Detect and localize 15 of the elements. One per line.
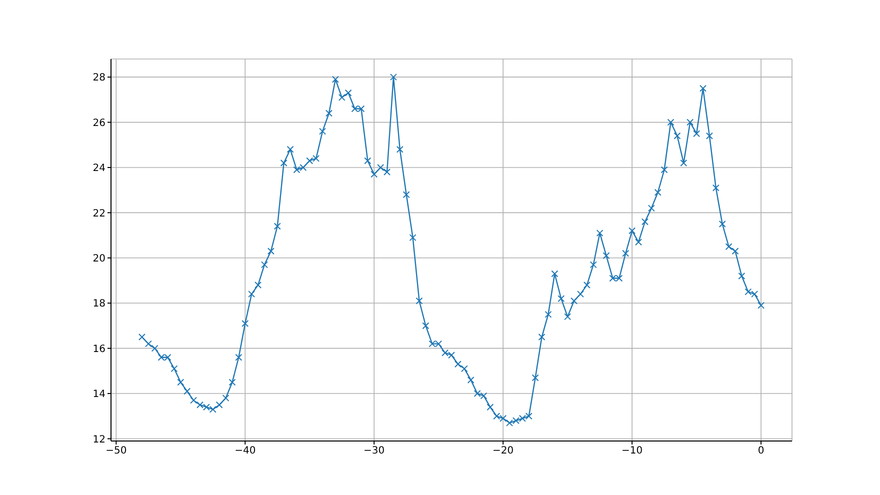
x-tick-label: −30	[364, 446, 385, 457]
y-tick-label: 20	[92, 253, 106, 264]
y-tick-label: 12	[92, 434, 106, 446]
x-tick-label: −40	[234, 446, 256, 457]
y-tick-label: 14	[92, 389, 106, 400]
y-tick-label: 18	[92, 298, 106, 310]
y-tick-label: 26	[92, 118, 106, 129]
x-tick-label: −20	[492, 446, 514, 457]
x-tick-label: −50	[106, 446, 127, 457]
y-tick-label: 28	[92, 72, 106, 84]
x-tick-label: 0	[758, 446, 764, 457]
y-tick-label: 24	[92, 163, 106, 174]
y-tick-label: 16	[92, 344, 106, 355]
y-tick-label: 22	[92, 208, 106, 220]
x-tick-label: −10	[622, 446, 643, 457]
